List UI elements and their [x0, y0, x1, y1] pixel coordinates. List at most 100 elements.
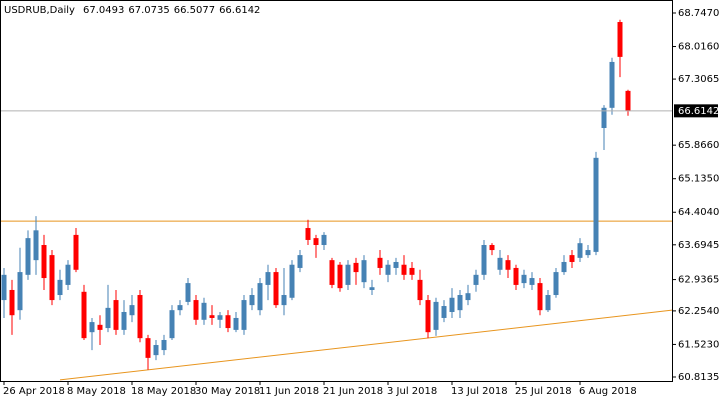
y-tick-label: 68.7470	[678, 8, 719, 19]
candle-body	[57, 279, 63, 296]
candle-body	[569, 255, 575, 262]
candle-body	[89, 322, 95, 333]
candle-body	[409, 267, 415, 275]
candle-body	[1, 274, 7, 301]
candle-body	[65, 264, 71, 285]
trend-line	[59, 309, 673, 381]
candle-body	[497, 257, 503, 270]
candle-body	[585, 250, 591, 256]
candle-body	[145, 338, 151, 358]
candle-body	[457, 295, 463, 311]
candle-body	[249, 295, 255, 306]
x-tick-label: 11 Jun 2018	[259, 386, 319, 397]
candle-body	[449, 297, 455, 312]
candle-body	[121, 311, 127, 330]
x-tick-label: 3 Jul 2018	[387, 386, 437, 397]
candle-body	[625, 90, 631, 111]
candle-body	[193, 300, 199, 320]
candle-body	[313, 238, 319, 246]
candle-body	[529, 278, 535, 285]
candle-body	[545, 295, 551, 311]
candle-body	[209, 315, 215, 318]
candle-body	[129, 305, 135, 316]
candle-body	[17, 272, 23, 311]
y-tick-label: 64.4040	[678, 207, 719, 218]
candle-body	[305, 228, 311, 240]
y-tick-label: 65.1350	[678, 174, 719, 185]
candle-body	[257, 283, 263, 311]
candle-body	[353, 262, 359, 273]
candle-body	[169, 310, 175, 339]
candle-body	[113, 300, 119, 330]
candle-body	[513, 267, 519, 285]
plot-frame	[0, 0, 673, 382]
candle-body	[25, 238, 31, 275]
x-tick-label: 26 Apr 2018	[3, 386, 65, 397]
candle-body	[441, 306, 447, 318]
candle-body	[473, 274, 479, 285]
candle-body	[465, 293, 471, 301]
y-tick-label: 62.2540	[678, 306, 719, 317]
y-tick-label: 61.5230	[678, 339, 719, 350]
chart-header: USDRUB,Daily 67.0493 67.0735 66.5077 66.6142	[4, 5, 260, 16]
price-label-box	[674, 104, 718, 118]
candle-body	[609, 61, 615, 108]
header-close: 66.6142	[219, 5, 260, 16]
candle-body	[377, 257, 383, 268]
candle-body	[281, 295, 287, 306]
candle-body	[41, 245, 47, 279]
candle-body	[9, 289, 15, 316]
candle-body	[297, 255, 303, 268]
candle-body	[73, 234, 79, 270]
candle-body	[321, 234, 327, 246]
x-tick-label: 21 Jun 2018	[323, 386, 383, 397]
candle-body	[137, 295, 143, 339]
candle-body	[217, 315, 223, 320]
candle-body	[537, 283, 543, 311]
candle-body	[577, 243, 583, 258]
candle-body	[329, 260, 335, 285]
x-tick-label: 18 May 2018	[131, 386, 196, 397]
candle-body	[417, 279, 423, 301]
y-tick-label: 67.3065	[678, 74, 719, 85]
candle-body	[97, 324, 103, 330]
candle-body	[385, 264, 391, 275]
y-tick-label: 65.8660	[678, 140, 719, 151]
candle-body	[345, 264, 351, 285]
candle-body	[33, 230, 39, 261]
x-tick-label: 25 Jul 2018	[515, 386, 572, 397]
candle-body	[361, 260, 367, 283]
candle-body	[81, 291, 87, 339]
x-tick-label: 8 May 2018	[67, 386, 126, 397]
candle-body	[289, 264, 295, 298]
header-open: 67.0493	[83, 5, 124, 16]
candle-body	[425, 300, 431, 333]
candle-body	[225, 315, 231, 329]
y-tick-label: 63.6945	[678, 240, 719, 251]
y-tick-label: 68.0160	[678, 42, 719, 53]
candle-body	[593, 157, 599, 252]
candle-body	[401, 264, 407, 275]
candle-body	[161, 339, 167, 351]
candle-body	[481, 245, 487, 275]
candle-body	[337, 264, 343, 289]
candle-body	[105, 307, 111, 329]
x-tick-label: 13 Jul 2018	[451, 386, 508, 397]
candle-body	[553, 272, 559, 296]
candle-body	[601, 107, 607, 129]
price-label: 66.6142	[678, 106, 719, 117]
candle-body	[561, 261, 567, 273]
candle-body	[489, 245, 495, 251]
candle-body	[505, 260, 511, 270]
x-tick-label: 6 Aug 2018	[579, 386, 637, 397]
candle-body	[49, 255, 55, 301]
candle-body	[153, 345, 159, 356]
candle-body	[177, 305, 183, 311]
candle-body	[521, 274, 527, 284]
candle-body	[273, 272, 279, 306]
y-tick-label: 62.9365	[678, 275, 719, 286]
candle-body	[185, 283, 191, 302]
candle-body	[369, 287, 375, 290]
header-low: 66.5077	[174, 5, 215, 16]
